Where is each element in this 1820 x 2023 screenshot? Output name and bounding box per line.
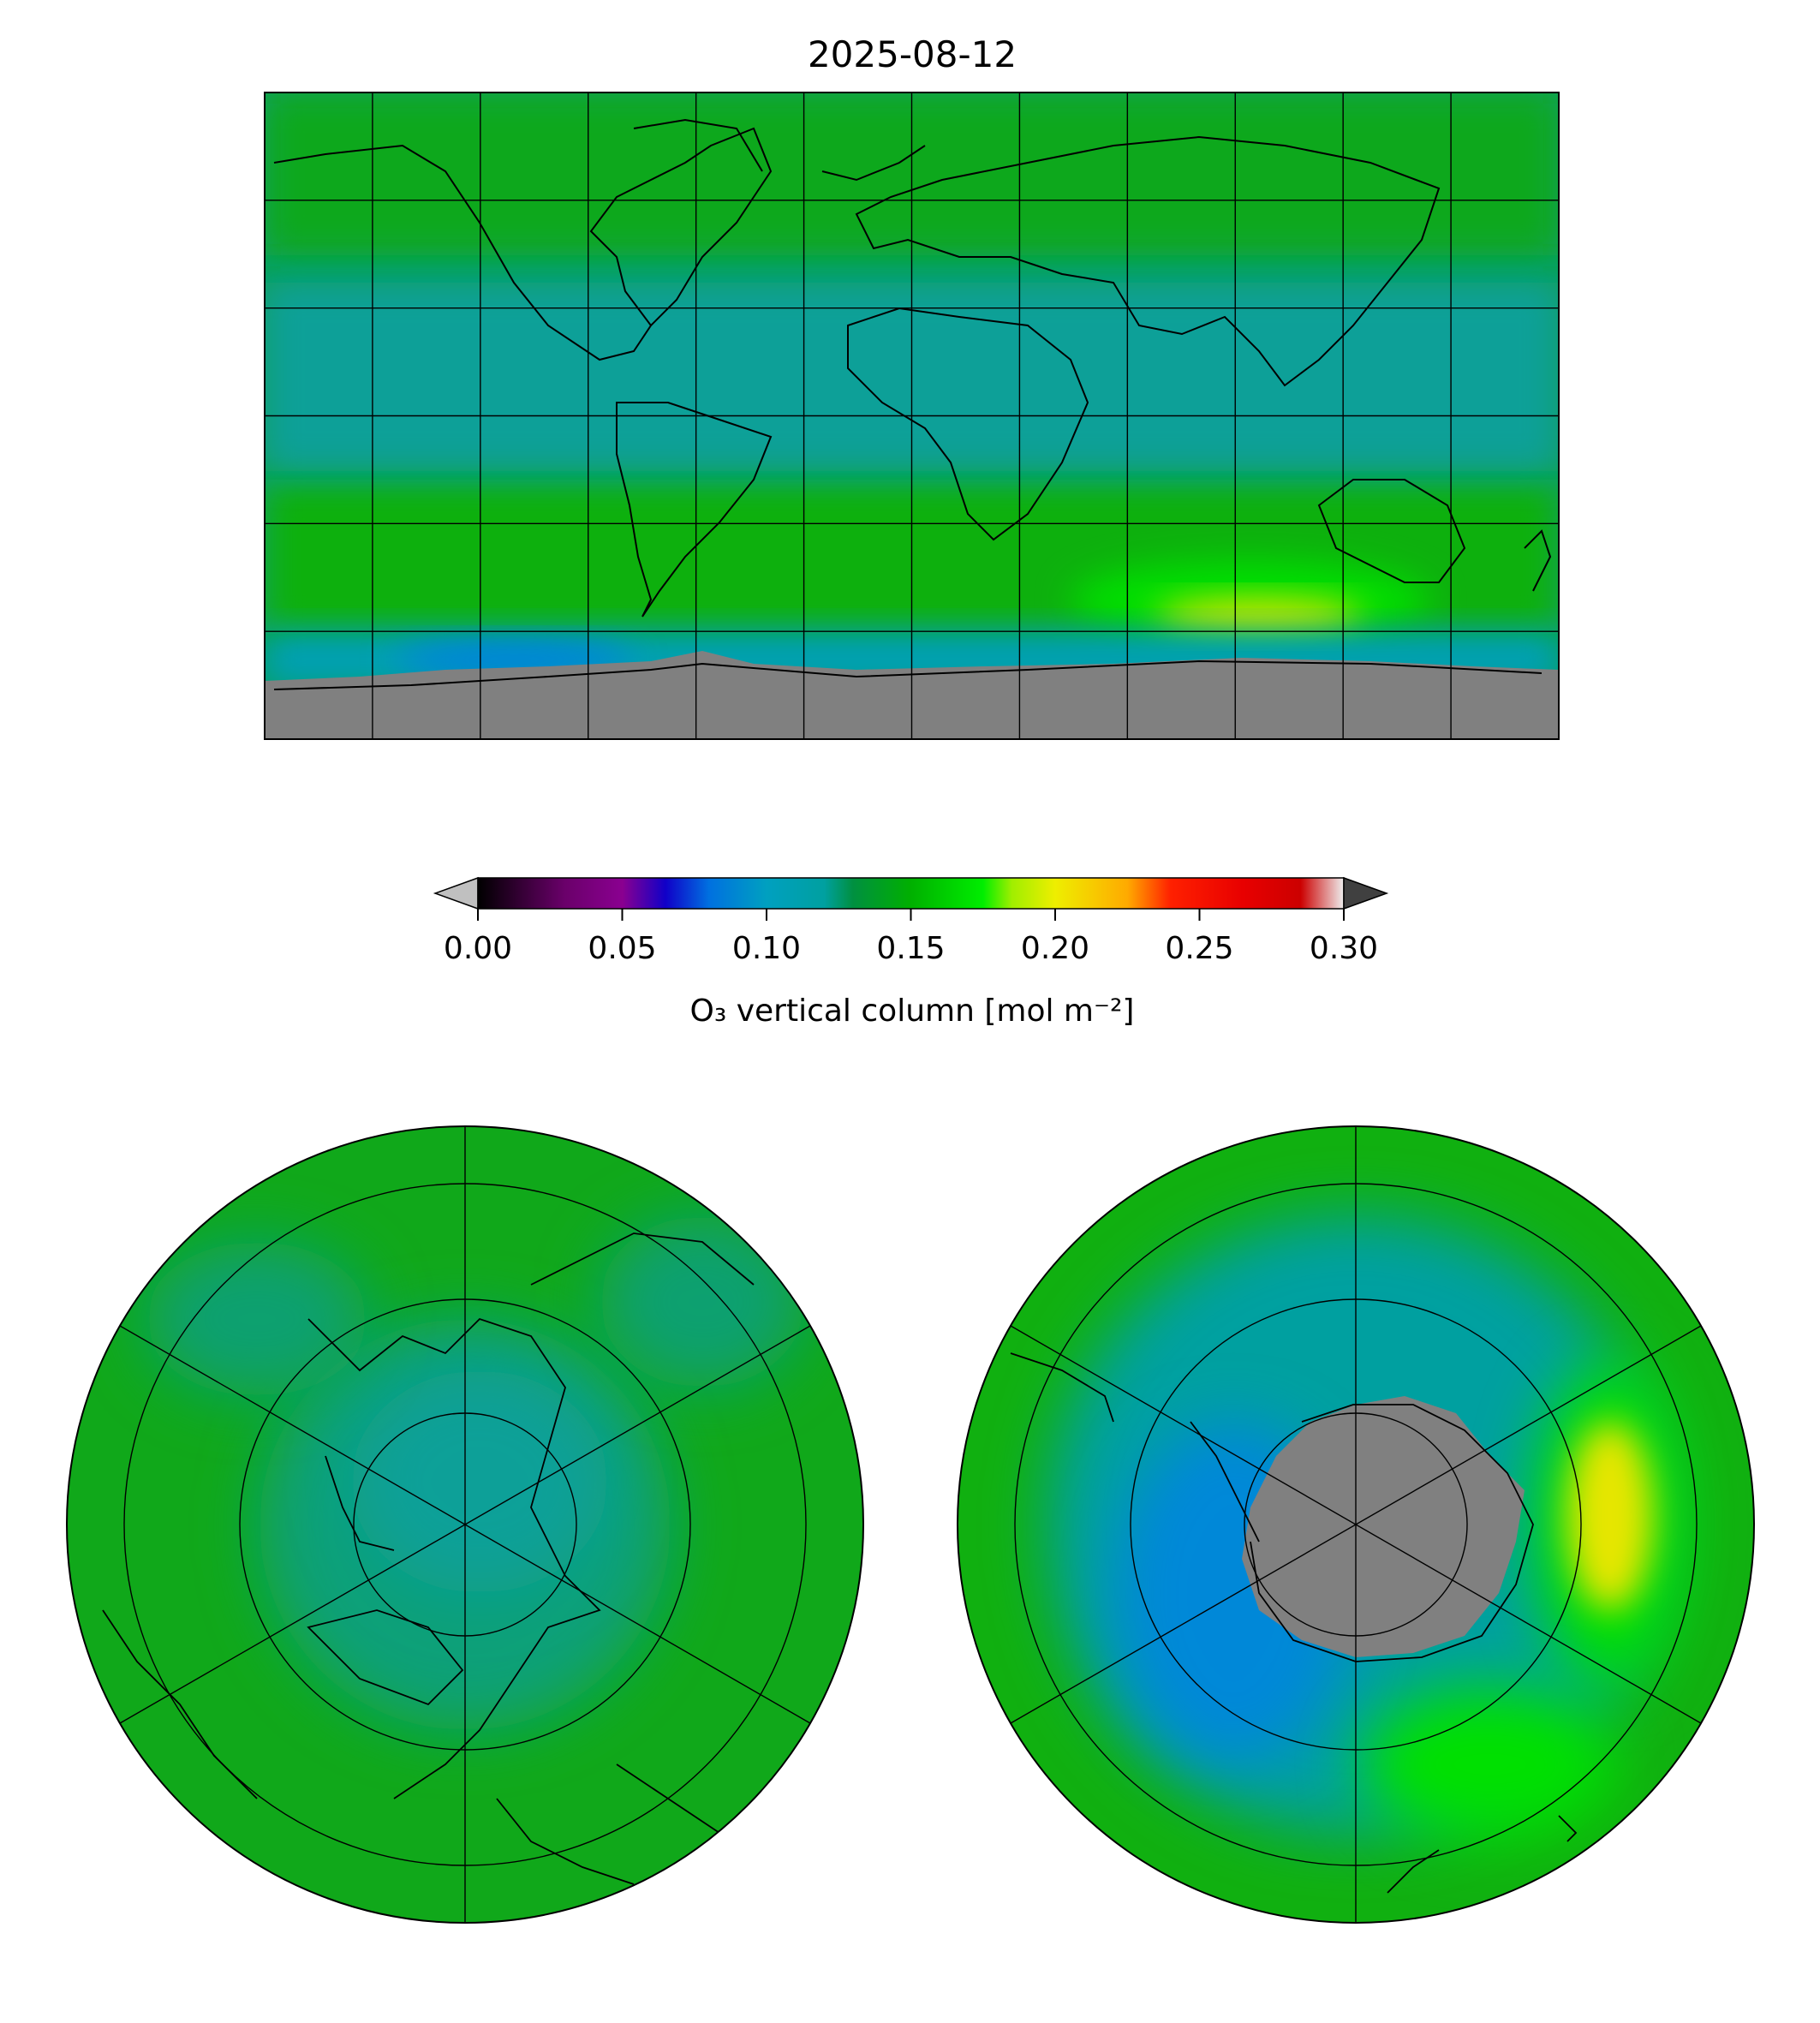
south-no-data-region: [1242, 1396, 1525, 1657]
north-map-frame: [66, 1125, 864, 1924]
global-map-frame: [264, 92, 1560, 740]
south-graticule: [1010, 1126, 1702, 1923]
global-map: [264, 92, 1560, 740]
south-map-frame: [957, 1125, 1755, 1924]
south-ozone-maximum: [1567, 1422, 1653, 1610]
north-polar-map: [66, 1125, 864, 1924]
north-graticule: [119, 1126, 811, 1923]
colorbar-tick-label: 0.05: [588, 931, 656, 966]
colorbar-under-extension: [433, 876, 479, 910]
colorbar-ticks: 0.00 0.05 0.10 0.15 0.20 0.25 0.30: [444, 909, 1378, 966]
colorbar-over-extension: [1343, 876, 1389, 910]
colorbar-tick-label: 0.20: [1021, 931, 1089, 966]
colorbar-tick-label: 0.00: [444, 931, 512, 966]
south-polar-map: [957, 1125, 1755, 1924]
colorbar-tick-label: 0.30: [1310, 931, 1378, 966]
global-gridlines: [265, 92, 1559, 739]
global-coastlines: [273, 118, 1552, 690]
colorbar-label: O₃ vertical column [mol m⁻²]: [690, 994, 1135, 1029]
north-coastlines: [102, 1232, 755, 1885]
colorbar: 0.00 0.05 0.10 0.15 0.20 0.25 0.30 O₃ vertical…: [433, 876, 1389, 1029]
colorbar-tick-label: 0.25: [1165, 931, 1233, 966]
figure-title: 2025-08-12: [808, 33, 1017, 75]
colorbar-gradient: [477, 877, 1345, 910]
colorbar-tick-label: 0.15: [876, 931, 945, 966]
colorbar-tick-label: 0.10: [732, 931, 801, 966]
south-coastlines: [1010, 1352, 1578, 1894]
